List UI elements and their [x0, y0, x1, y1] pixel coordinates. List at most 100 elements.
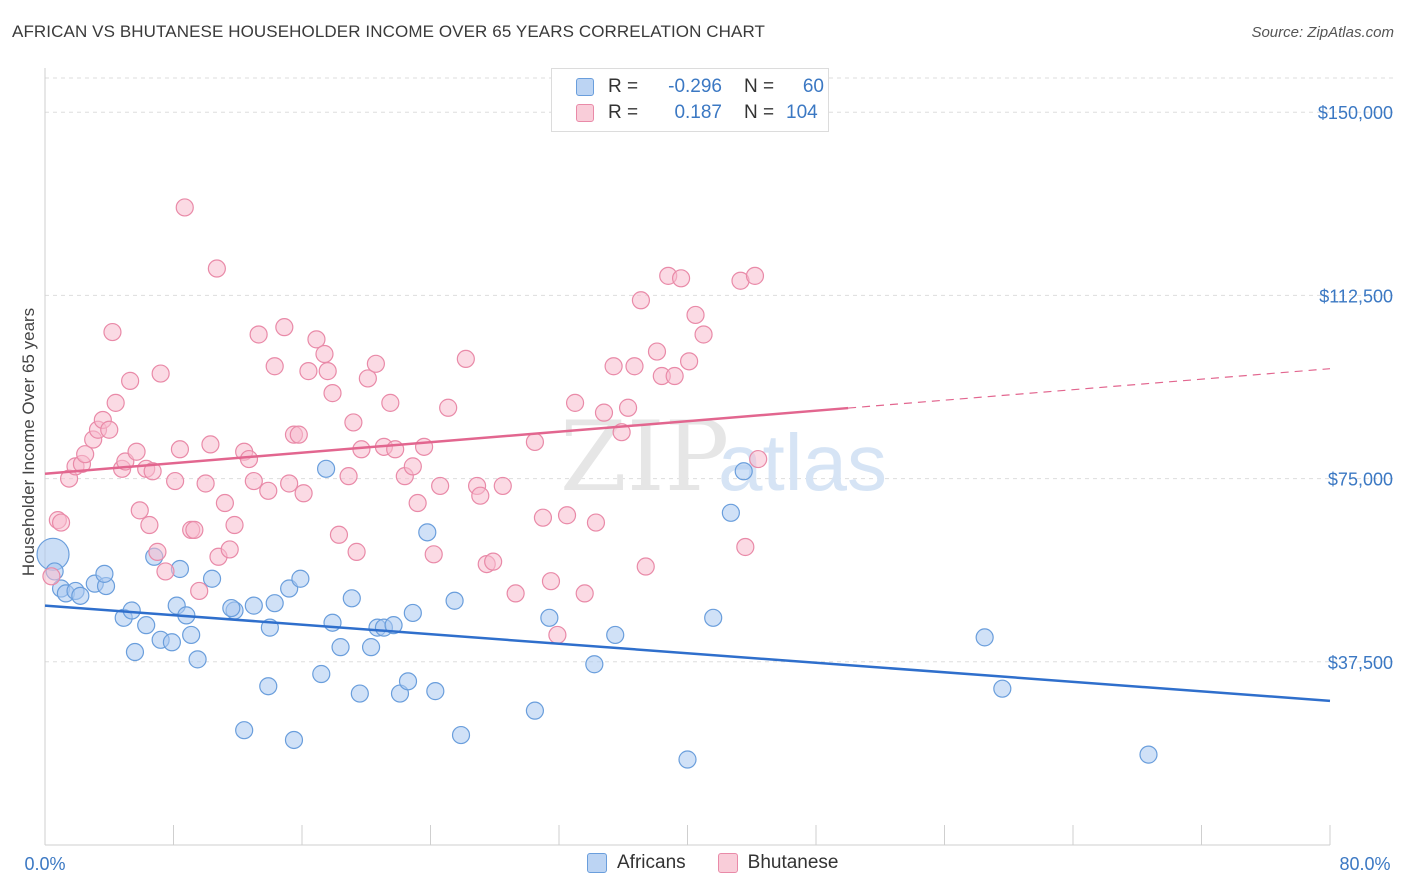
bhutanese-point: [156, 562, 175, 581]
africans-point: [721, 503, 740, 522]
africans-point: [993, 679, 1012, 698]
trend-lines: [44, 368, 1331, 703]
x-tick-label-max: 80.0%: [1339, 854, 1390, 874]
bhutanese-point: [694, 325, 713, 344]
bhutanese-point: [541, 572, 561, 591]
africans-point: [95, 564, 114, 583]
bhutanese-point: [358, 369, 377, 388]
bhutanese-point: [201, 435, 220, 454]
axes: [44, 68, 1331, 846]
africans-point: [525, 701, 545, 720]
bhutanese-point: [565, 393, 585, 412]
africans-point: [398, 672, 418, 691]
legend-r-label: R =: [608, 76, 639, 97]
bhutanese-point: [121, 371, 140, 390]
bhutanese-point: [344, 413, 363, 432]
bhutanese-point: [51, 513, 71, 532]
africans-point: [244, 596, 263, 615]
bhutanese-point: [220, 540, 239, 559]
watermark-atlas: atlas: [718, 418, 887, 507]
bhutanese-point: [533, 508, 553, 527]
bhutanese-trend-extension: [848, 368, 1331, 409]
bhutanese-point: [506, 584, 525, 603]
bhutanese-point: [130, 501, 149, 520]
africans-point: [265, 594, 284, 613]
bhutanese-point: [307, 330, 326, 349]
bhutanese-point: [294, 484, 313, 503]
bhutanese-point: [185, 520, 204, 539]
legend-row-africans: R = -0.296 N = 60: [576, 75, 824, 99]
bhutanese-point: [106, 393, 125, 412]
bhutanese-point: [244, 471, 263, 491]
africans-point: [162, 633, 181, 652]
y-tick-label: $75,000: [1328, 470, 1393, 490]
bhutanese-point: [625, 357, 644, 376]
bhutanese-point: [386, 440, 405, 459]
bhutanese-point: [315, 344, 334, 364]
bhutanese-point: [665, 366, 684, 386]
bhutanese-point: [103, 322, 122, 342]
bhutanese-point: [525, 432, 545, 452]
bhutanese-point: [548, 625, 567, 645]
legend-n-value-africans: 60: [802, 76, 824, 97]
africans-point: [540, 608, 559, 627]
bhutanese-trend-line: [44, 406, 849, 475]
legend-n-label: N =: [744, 102, 775, 123]
africans-point: [312, 664, 331, 684]
africans-point: [606, 625, 625, 645]
africans-point: [585, 655, 604, 674]
africans-legend-swatch: [587, 853, 607, 873]
bhutanese-point: [148, 542, 167, 561]
y-tick-label: $112,500: [1319, 286, 1393, 306]
legend-r-value-bhutanese: 0.187: [674, 102, 722, 123]
africans-point: [284, 730, 304, 750]
africans-point: [222, 598, 241, 618]
bhutanese-point: [196, 474, 215, 493]
legend-row-bhutanese: R = 0.187 N = 104: [576, 101, 824, 125]
legend-r-label: R =: [608, 102, 639, 123]
legend-item-bhutanese: Bhutanese: [717, 852, 839, 874]
africans-point: [361, 638, 381, 657]
africans-point: [451, 725, 471, 745]
bhutanese-point: [190, 581, 209, 601]
africans-point: [418, 523, 437, 542]
africans-point: [137, 616, 156, 635]
bhutanese-point: [151, 364, 170, 383]
bhutanese-point: [289, 425, 308, 444]
bhutanese-point: [439, 398, 458, 417]
africans-point: [182, 625, 201, 645]
tick-labels: $37,500 $75,000 $112,500 $150,000 0.0% 80.0%: [24, 103, 1393, 874]
bhutanese-point: [280, 474, 299, 493]
bhutanese-point: [414, 437, 434, 456]
bhutanese-point: [366, 354, 385, 373]
africans-points: [36, 459, 1158, 769]
bhutanese-legend-swatch: [717, 853, 738, 873]
africans-point: [350, 684, 369, 703]
bhutanese-point: [471, 486, 490, 505]
bhutanese-point: [403, 457, 422, 476]
correlation-legend: R = -0.296 N = 60 R = 0.187 N = 104: [551, 68, 829, 132]
africans-point: [342, 589, 361, 608]
bhutanese-point: [631, 291, 651, 310]
chart-title: AFRICAN VS BHUTANESE HOUSEHOLDER INCOME …: [12, 22, 766, 41]
bhutanese-point: [299, 362, 318, 381]
y-axis-title: Householder Income Over 65 years: [19, 308, 38, 576]
bhutanese-points: [42, 198, 768, 645]
bhutanese-point: [329, 525, 349, 544]
y-tick-label: $150,000: [1318, 103, 1393, 123]
africans-point: [704, 608, 723, 627]
bhutanese-point: [493, 476, 512, 496]
legend-r-value-africans: -0.296: [668, 76, 722, 97]
africans-trend-line: [44, 604, 1331, 703]
africans-point: [259, 677, 278, 696]
bhutanese-point: [594, 403, 614, 422]
bhutanese-point: [170, 440, 190, 459]
y-tick-label: $37,500: [1328, 653, 1393, 673]
bhutanese-point: [424, 545, 443, 564]
watermark-zip: ZIP: [560, 401, 729, 513]
africans-point: [975, 628, 994, 647]
bhutanese-point: [557, 506, 577, 525]
africans-point: [426, 682, 445, 701]
africans-point: [445, 591, 464, 610]
bhutanese-point: [140, 515, 159, 535]
